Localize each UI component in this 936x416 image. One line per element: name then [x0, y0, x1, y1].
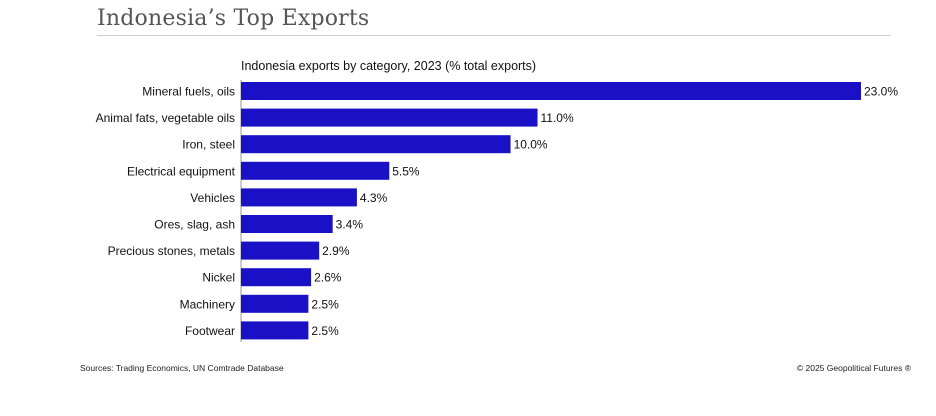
bar — [241, 321, 309, 340]
value-label: 2.5% — [311, 324, 339, 338]
bar — [241, 135, 511, 154]
value-label: 3.4% — [336, 218, 364, 232]
category-label: Precious stones, metals — [108, 244, 235, 258]
title-divider — [97, 35, 891, 36]
category-label: Machinery — [180, 297, 235, 311]
category-label: Mineral fuels, oils — [142, 85, 235, 99]
category-label: Nickel — [202, 271, 235, 285]
bar — [241, 82, 861, 100]
category-label: Ores, slag, ash — [154, 218, 235, 232]
category-label: Vehicles — [190, 191, 235, 205]
chart-title: Indonesia exports by category, 2023 (% t… — [241, 59, 537, 73]
page-title: Indonesia’s Top Exports — [97, 6, 370, 31]
value-label: 2.6% — [314, 271, 342, 285]
sources-note: Sources: Trading Economics, UN Comtrade … — [80, 363, 284, 373]
bar — [241, 268, 312, 287]
bar — [241, 161, 390, 180]
bar — [241, 215, 333, 233]
bar — [241, 294, 309, 313]
value-label: 10.0% — [514, 138, 548, 152]
category-label: Footwear — [185, 324, 235, 338]
bar — [241, 241, 320, 260]
category-label: Electrical equipment — [127, 164, 236, 178]
value-label: 5.5% — [392, 164, 420, 178]
copyright-note: © 2025 Geopolitical Futures ® — [796, 363, 911, 373]
value-label: 2.5% — [311, 297, 339, 311]
bar — [241, 188, 357, 207]
bar — [241, 108, 538, 127]
value-label: 23.0% — [864, 85, 898, 99]
value-label: 11.0% — [541, 111, 574, 125]
value-label: 4.3% — [360, 191, 388, 205]
category-label: Animal fats, vegetable oils — [96, 111, 235, 125]
category-label: Iron, steel — [182, 138, 235, 152]
value-label: 2.9% — [322, 244, 350, 258]
